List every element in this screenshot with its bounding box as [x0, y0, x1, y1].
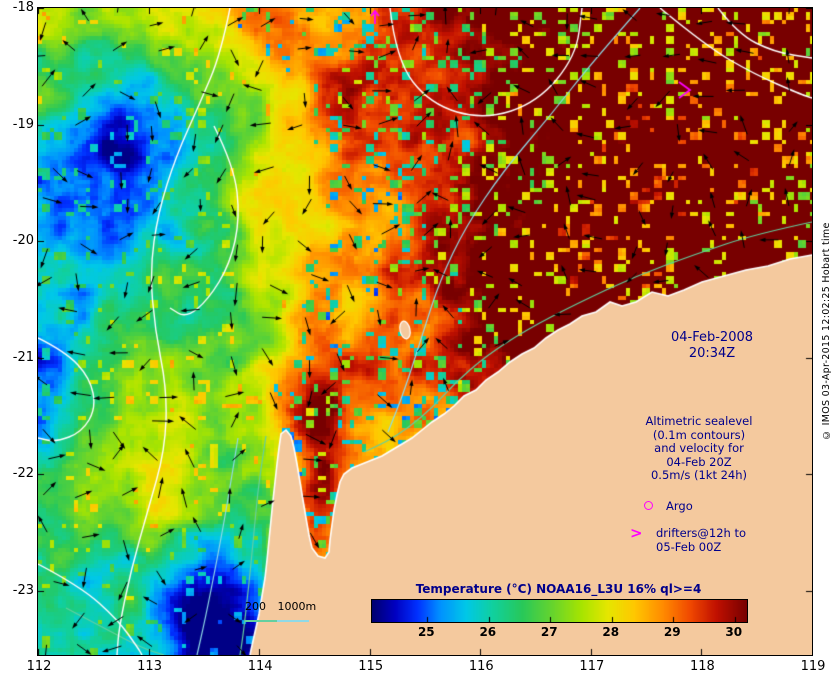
y-tick-label: -23	[12, 583, 34, 598]
y-tick-label: -19	[12, 116, 34, 132]
colorbar-tick-label: 26	[479, 625, 497, 639]
argo-marker-icon	[644, 501, 653, 510]
x-tick-label: 118	[690, 659, 715, 674]
colorbar-title: Temperature (°C) NOAA16_L3U 16% ql>=4	[415, 582, 702, 596]
argo-label: Argo	[666, 499, 693, 513]
depth-scale-label: 200 1000m	[245, 600, 317, 613]
x-tick-label: 115	[358, 659, 384, 674]
x-tick-label: 117	[579, 659, 605, 674]
x-tick-label: 116	[468, 659, 494, 674]
altimetry-line: 0.5m/s (1kt 24h)	[650, 468, 748, 482]
timestamp-time: 20:34Z	[688, 346, 736, 361]
timestamp-date: 04-Feb-2008	[670, 330, 754, 345]
altimetry-line: Altimetric sealevel	[645, 414, 753, 428]
map-plot-area: 04-Feb-2008 20:34Z Altimetric sealevel (…	[37, 7, 813, 656]
altimetry-line: (0.1m contours)	[652, 427, 746, 442]
drifters-line: 05-Feb 00Z	[656, 540, 722, 554]
colorbar-tick-label: 25	[417, 625, 435, 639]
colorbar-tick-label: 28	[602, 625, 620, 639]
colorbar-tick-label: 29	[663, 625, 681, 639]
altimetry-line: 04-Feb 20Z	[666, 454, 732, 469]
contour-200m-sample	[245, 620, 277, 622]
x-tick-label: 114	[247, 659, 273, 674]
colorbar-tick-label: 27	[540, 625, 558, 639]
x-tick-label: 113	[137, 659, 162, 674]
drifters-line: drifters@12h to	[656, 526, 746, 540]
x-tick-label: 112	[26, 659, 52, 674]
y-tick-label: -18	[12, 0, 34, 15]
y-tick-label: -20	[12, 233, 34, 249]
depth-scale-line	[245, 620, 309, 622]
sst-map-canvas	[38, 8, 812, 655]
colorbar-tick-label: 30	[725, 625, 743, 639]
drifters-annotation: drifters@12h to 05-Feb 00Z	[656, 526, 786, 554]
colorbar	[371, 599, 748, 623]
altimetry-annotation: Altimetric sealevel (0.1m contours) and …	[627, 414, 771, 483]
altimetry-line: and velocity for	[654, 441, 744, 455]
x-tick-label: 119	[800, 659, 826, 674]
contour-1000m-sample	[277, 620, 309, 622]
timestamp-annotation: 04-Feb-2008 20:34Z	[650, 330, 774, 362]
y-tick-label: -21	[12, 349, 34, 365]
credit-text: © IMOS 03-Apr-2015 12:02:25 Hobart time	[821, 222, 832, 441]
y-tick-label: -22	[12, 466, 34, 482]
drifter-marker-icon: >	[630, 524, 643, 542]
